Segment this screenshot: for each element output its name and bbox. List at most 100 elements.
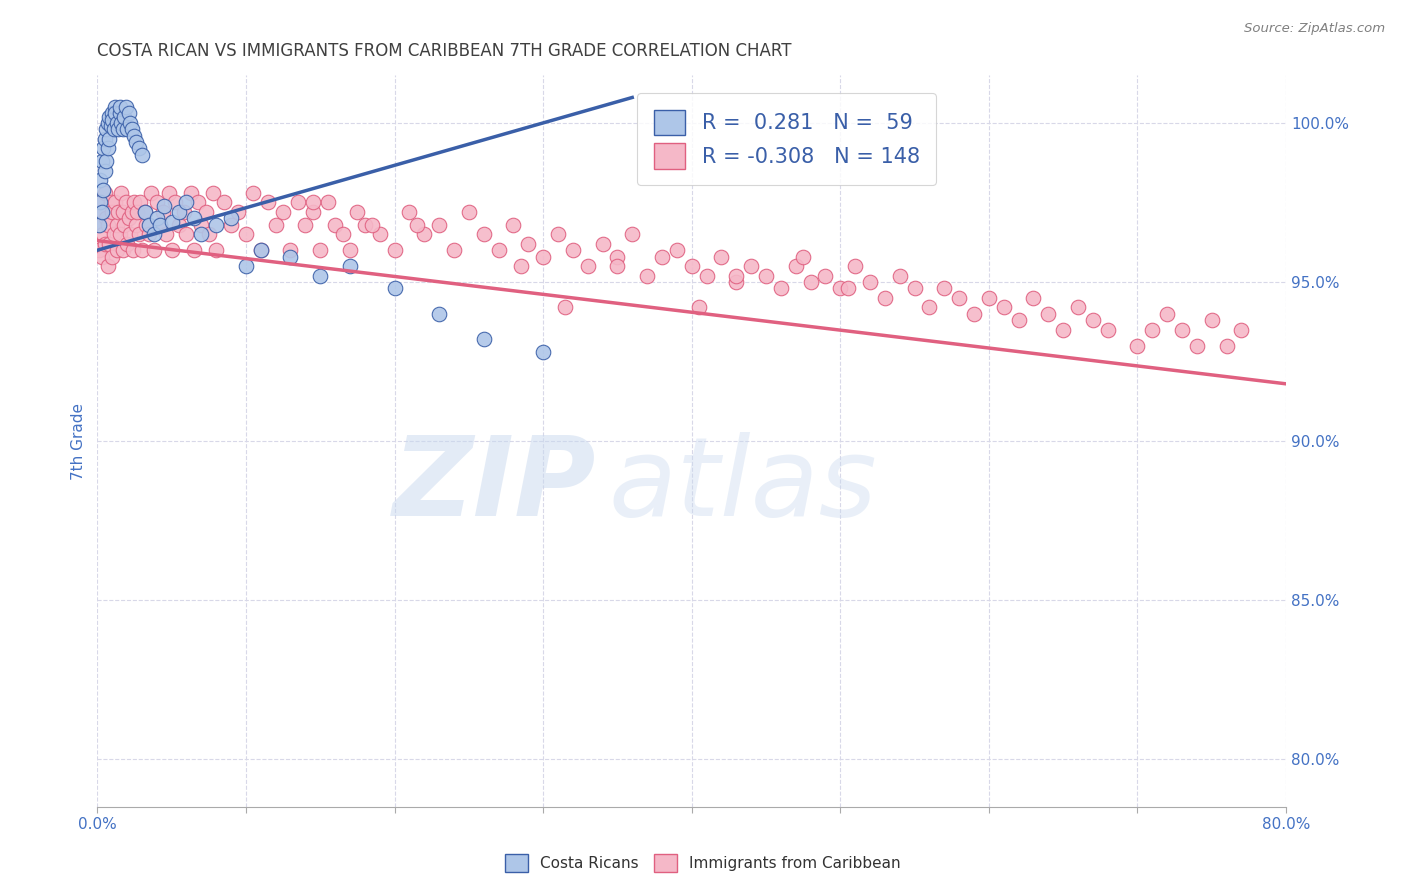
Point <box>963 307 986 321</box>
Point <box>1142 323 1164 337</box>
Point <box>1156 307 1178 321</box>
Point <box>830 281 852 295</box>
Point <box>176 227 198 242</box>
Point <box>103 227 125 242</box>
Point <box>502 218 524 232</box>
Point <box>1052 323 1074 337</box>
Point <box>87 243 110 257</box>
Point <box>287 195 309 210</box>
Point <box>90 250 112 264</box>
Point <box>814 268 837 283</box>
Point <box>769 281 792 295</box>
Point <box>112 218 135 232</box>
Point <box>205 243 228 257</box>
Point <box>1097 323 1119 337</box>
Point <box>561 243 583 257</box>
Point <box>101 250 124 264</box>
Point <box>190 218 212 232</box>
Point <box>249 243 271 257</box>
Point <box>228 205 250 219</box>
Point <box>163 195 186 210</box>
Point <box>301 205 323 219</box>
Point <box>131 243 153 257</box>
Text: Source: ZipAtlas.com: Source: ZipAtlas.com <box>1244 22 1385 36</box>
Point <box>142 227 165 242</box>
Point <box>110 186 132 200</box>
Point <box>97 116 120 130</box>
Y-axis label: 7th Grade: 7th Grade <box>72 402 86 480</box>
Point <box>135 218 157 232</box>
Point <box>98 236 121 251</box>
Point <box>124 128 146 143</box>
Point <box>339 243 361 257</box>
Point <box>118 227 141 242</box>
Point <box>405 218 427 232</box>
Point <box>472 227 495 242</box>
Point <box>138 227 160 242</box>
Point <box>121 205 143 219</box>
Point <box>100 195 122 210</box>
Point <box>332 227 354 242</box>
Point <box>149 218 172 232</box>
Point <box>205 218 228 232</box>
Point <box>301 195 323 210</box>
Point <box>125 218 148 232</box>
Point <box>125 135 148 149</box>
Point <box>384 281 406 295</box>
Point <box>665 243 688 257</box>
Point <box>547 227 569 242</box>
Point <box>948 291 970 305</box>
Point <box>118 116 141 130</box>
Point <box>799 275 821 289</box>
Point <box>94 236 117 251</box>
Point <box>108 106 131 120</box>
Point <box>636 268 658 283</box>
Point <box>257 195 280 210</box>
Point <box>108 227 131 242</box>
Point <box>873 291 896 305</box>
Point <box>115 236 138 251</box>
Point <box>1067 301 1090 315</box>
Point <box>427 218 450 232</box>
Point <box>107 122 129 136</box>
Point <box>98 110 121 124</box>
Point <box>323 218 346 232</box>
Point <box>889 268 911 283</box>
Point <box>96 154 118 169</box>
Point <box>509 259 531 273</box>
Point <box>488 243 510 257</box>
Point <box>152 205 174 219</box>
Point <box>131 147 153 161</box>
Point <box>160 243 183 257</box>
Point <box>792 250 814 264</box>
Point <box>194 205 217 219</box>
Point <box>688 301 710 315</box>
Point <box>146 195 169 210</box>
Point <box>173 205 195 219</box>
Point <box>368 227 391 242</box>
Point <box>101 112 124 127</box>
Text: ZIP: ZIP <box>394 432 596 539</box>
Point <box>918 301 941 315</box>
Point <box>271 205 294 219</box>
Point <box>89 195 111 210</box>
Point <box>112 110 135 124</box>
Point <box>96 211 118 226</box>
Point <box>142 243 165 257</box>
Point <box>1022 291 1045 305</box>
Point <box>104 100 127 114</box>
Point <box>235 259 257 273</box>
Point <box>219 211 242 226</box>
Point <box>837 281 859 295</box>
Point <box>993 301 1015 315</box>
Point <box>398 205 420 219</box>
Point <box>129 195 152 210</box>
Point <box>1126 338 1149 352</box>
Point <box>384 243 406 257</box>
Point <box>138 218 160 232</box>
Point <box>249 243 271 257</box>
Point <box>554 301 576 315</box>
Point <box>94 163 117 178</box>
Point <box>472 332 495 346</box>
Point <box>183 211 205 226</box>
